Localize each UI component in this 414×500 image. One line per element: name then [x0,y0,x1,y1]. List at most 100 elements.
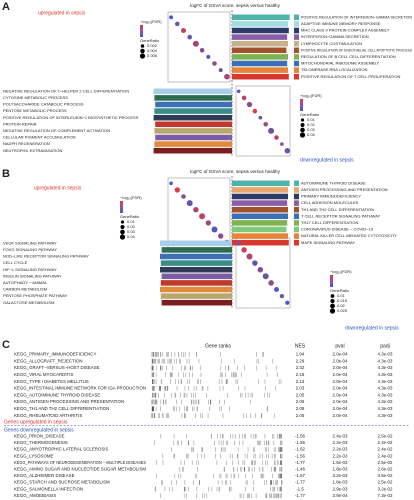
pathway-label: CORONAVIRUS DISEASE − COVID−19 [301,227,374,232]
enrichment-dot [279,293,285,299]
panel-label: A [2,1,10,13]
logfc-bar [232,27,289,34]
stat-value: 2.5e-02 [378,480,393,485]
down-note: downregulated in sepsis [345,325,399,331]
logfc-bar [232,67,288,73]
pathway-label: MITOCHONDRIAL RIBOSOME ASSEMBLY [301,61,379,66]
logfc-bar [160,253,232,260]
label-swatch [294,54,299,60]
logfc-bar [155,121,232,128]
logfc-bar [160,240,232,247]
pathway-label: AUTOIMMUNE THYROID DISEASE [301,180,366,185]
pathway-label: TH17 CELL DIFFERENTIATION [301,220,358,225]
stat-value: 4.3e-03 [378,399,393,404]
logfc-bar [232,73,289,80]
pathway-label: REGULATION OF B CELL CELL DIFFERENTIATIO… [301,54,396,59]
stat-value: 2.9e-03 [333,486,348,491]
legend-value: 0.01 [307,117,316,122]
logfc-bar [232,206,288,213]
pathway-label: NEGATIVE REGULATION OF T−HELPER 2 CELL D… [3,88,129,93]
pathway-label: POLYSACCHARIDE CATABOLIC PROCESS [3,102,84,107]
stat-value: 3.2e-03 [333,473,348,478]
enrichment-dot [180,27,187,34]
logfc-bar [155,134,232,141]
stat-value: -1.56 [295,453,306,458]
enrichment-dot [257,266,264,273]
logfc-bar [232,200,288,206]
pathway-label: TH1 AND TH2 CELL DIFFERENTIATION [301,207,374,212]
logfc-bar [232,193,288,200]
legend-value: 0.03 [127,229,136,234]
legend-value: 0.04 [307,132,316,137]
pathway-label: PENTOSE METABOLIC PROCESS [3,108,67,113]
pathway-name: KEGG_PRIMARY_IMMUNODEFICIENCY [14,352,96,357]
enrichment-dot [262,273,269,280]
pathway-label: PENTOSE PHOSPHATE PATHWAY [3,293,68,298]
stat-value: 2.5e-02 [378,460,393,465]
pathway-label: POSITIVE REGULATION OF T CELL PROLIFERAT… [301,74,400,79]
stat-value: 4.3e-03 [378,372,393,377]
enrichment-dot [274,135,279,140]
label-swatch [294,60,299,67]
pathway-label: CELL ADHESION MOLECULES [301,200,359,205]
enrichment-dot [284,148,290,154]
panel-label: B [2,168,10,180]
legend-dot [139,53,146,59]
enrichment-dot [193,207,199,213]
stat-value: 4.3e-03 [378,413,393,418]
down-group-label: Genes downregulated in sepsis [4,427,74,433]
pathway-label: NEGATIVE REGULATION OF COMPLEMENT ACTIVA… [3,128,110,133]
stat-value: 1.94 [296,352,305,357]
logfc-bar [232,47,287,54]
enrichment-dot [285,300,290,305]
logfc-bar [232,54,288,60]
enrichment-dot [186,200,193,207]
legend-title: −log₁₀(FDR) [300,93,322,98]
pathway-name: KEGG_AMOEBIASIS [14,493,56,498]
legend-dot [330,303,335,309]
label-swatch [294,40,299,47]
dot-box [235,85,291,157]
enrichment-dot [263,122,268,127]
pathway-label: POSITIVE REGULATION OF ENDOTHELIAL CELL … [301,47,412,52]
stat-value: 2.0e-04 [333,372,348,377]
label-swatch [294,200,299,206]
stat-value: 2.32 [296,365,305,370]
logfc-bar [232,21,288,27]
pathway-name: KEGG_STARCH AND SUCROSE METABOLISM [14,480,110,485]
pathway-name: KEGG_VIRAL MYOCARDITIS [14,372,73,377]
stat-value: 2.2e-03 [333,453,348,458]
pathway-name: KEGG_PRION_DISEASE [14,433,65,438]
pathway-name: KEGG_INTESTINAL IMMUNE NETWORK FOR IGA P… [14,386,146,391]
legend-value: 0.004 [147,48,158,53]
enrichment-dot [187,34,192,40]
logfc-bar [232,213,288,220]
stat-value: 2.4e-03 [333,433,348,438]
column-header: padj [380,343,389,349]
enrichment-dot [224,73,230,80]
logfc-bar [232,226,287,233]
pathway-label: T CELL RECEPTOR SIGNALING PATHWAY [301,213,381,218]
logfc-bar [160,286,232,293]
logfc-bar [232,180,290,187]
pathway-name: KEGG_RHEUMATOID ARTHRITIS [14,413,82,418]
stat-value: 4.3e-03 [378,358,393,363]
enrichment-dot [169,181,173,186]
stat-value: 2.06 [296,399,305,404]
legend-title: −log₁₀(FDR) [140,19,162,24]
legend-value: 0.04 [127,234,136,239]
stat-value: 1.6e-03 [333,460,348,465]
label-swatch [294,67,299,73]
pathway-name: KEGG_AMYOTROPHIC LATERAL SCLEROSIS [14,447,108,452]
label-swatch [294,206,299,213]
color-bar [120,201,123,213]
stat-value: 4.3e-03 [378,406,393,411]
label-swatch [294,180,299,187]
label-swatch [294,47,299,54]
label-swatch [294,220,299,226]
label-swatch [294,21,299,27]
logfc-bar [232,233,288,239]
enrichment-dot [218,233,224,239]
enrichment-dot [246,101,253,108]
